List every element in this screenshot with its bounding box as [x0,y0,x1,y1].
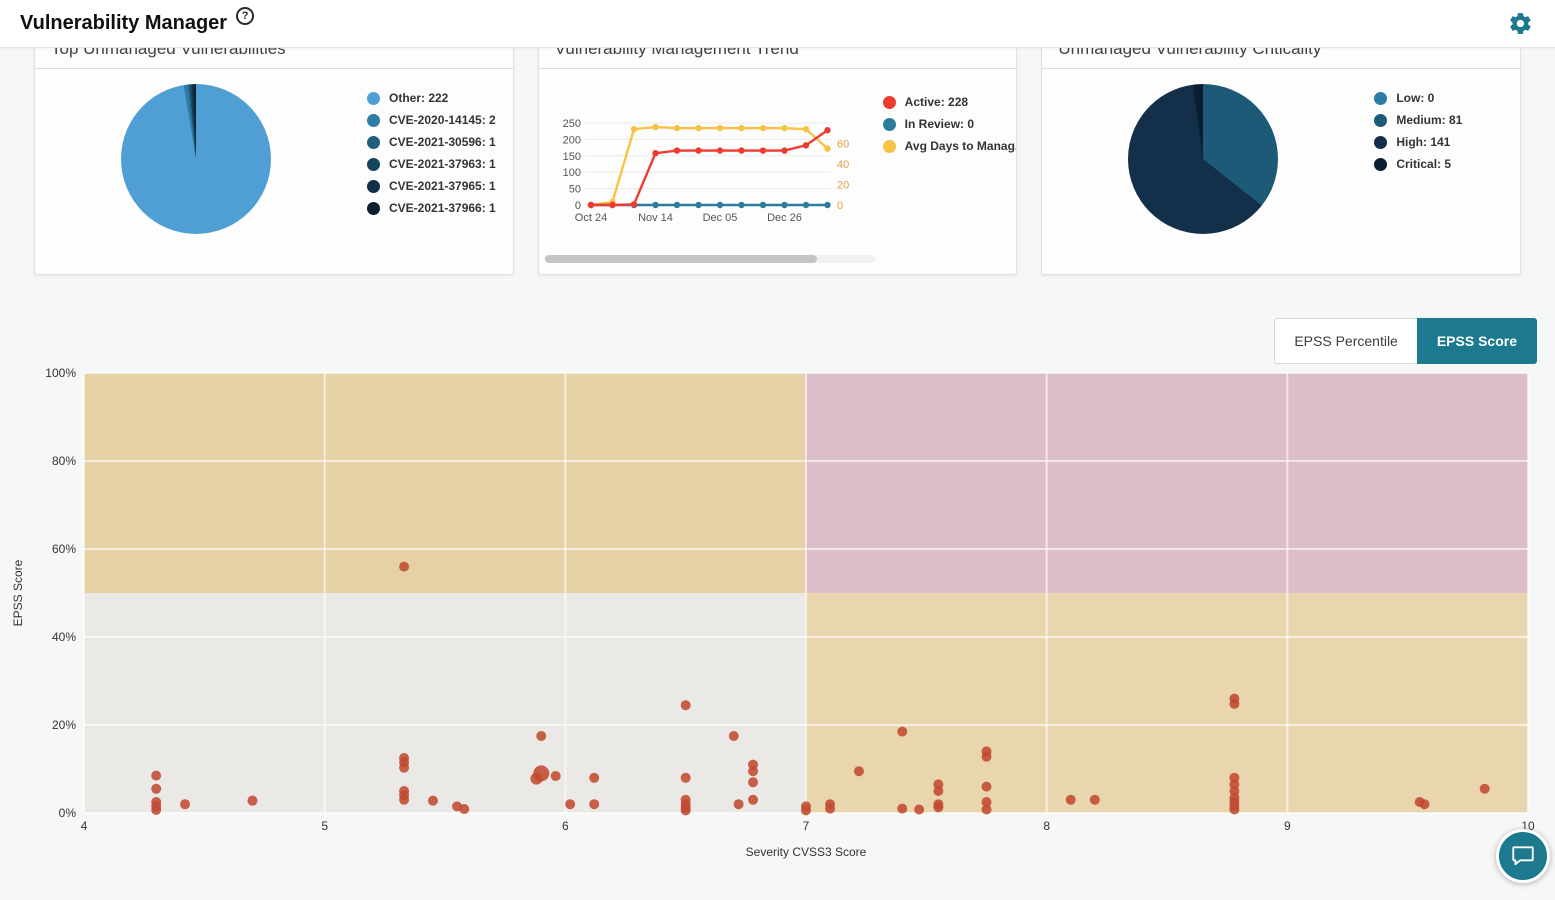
legend-label: CVE-2020-14145: 2 [389,113,496,127]
svg-text:20: 20 [837,180,849,192]
legend-label: Critical: 5 [1396,157,1452,171]
epss-mode-toggle: EPSS Percentile EPSS Score [18,318,1537,364]
legend-label: CVE-2021-30596: 1 [389,135,496,149]
svg-text:Dec 26: Dec 26 [767,212,802,224]
svg-text:4: 4 [81,819,88,833]
svg-text:40%: 40% [52,630,76,644]
svg-text:80%: 80% [52,454,76,468]
epss-percentile-button[interactable]: EPSS Percentile [1274,318,1417,364]
legend-label: In Review: 0 [904,117,975,131]
svg-text:0%: 0% [59,806,77,820]
legend: Low: 0 Medium: 81 High: 141 Critical: 5 [1374,91,1462,274]
pie-chart-top-unmanaged[interactable] [121,84,271,234]
svg-text:60%: 60% [52,542,76,556]
chat-button[interactable] [1496,829,1550,883]
svg-text:9: 9 [1284,819,1291,833]
epss-score-button[interactable]: EPSS Score [1416,318,1537,364]
dashboard-cards-row: Top Unmanaged Vulnerabilities Other: 222… [34,27,1522,275]
svg-text:250: 250 [562,118,580,130]
legend-label: CVE-2021-37963: 1 [389,157,496,171]
legend: Active: 228 In Review: 0 Avg Days to Man… [882,95,1018,274]
chat-bubble-icon [1512,846,1534,866]
svg-text:100%: 100% [45,366,76,380]
svg-text:EPSS Score: EPSS Score [11,559,25,626]
legend-label: High: 141 [1396,135,1451,149]
legend-label: CVE-2021-37965: 1 [389,179,496,193]
legend-swatch [1374,157,1388,171]
svg-text:0: 0 [575,200,581,212]
legend-item: CVE-2021-37965: 1 [367,179,496,193]
card-top-unmanaged-vulnerabilities: Top Unmanaged Vulnerabilities Other: 222… [34,27,514,275]
page-title: Vulnerability Manager [20,12,228,34]
svg-text:60: 60 [837,139,849,151]
legend-swatch [1374,135,1388,149]
svg-text:7: 7 [803,819,810,833]
legend-label: Medium: 81 [1396,113,1463,127]
legend-item: Critical: 5 [1374,157,1462,171]
svg-text:Severity CVSS3 Score: Severity CVSS3 Score [746,845,867,859]
svg-text:150: 150 [562,151,580,163]
app-header: Vulnerability Manager ? [0,0,1555,48]
svg-text:6: 6 [562,819,569,833]
legend-item: High: 141 [1374,135,1462,149]
legend-item: CVE-2020-14145: 2 [367,113,496,127]
legend-item: Avg Days to Manag... [882,139,1018,153]
legend-swatch [367,201,380,215]
legend-item: Active: 228 [882,95,1017,109]
svg-text:40: 40 [837,159,849,171]
legend-swatch [367,91,380,105]
settings-gear-icon[interactable] [1505,9,1535,39]
card-vulnerability-management-trend: Vulnerability Management Trend 250 200 150… [537,27,1018,275]
svg-text:5: 5 [321,819,328,833]
legend-item: CVE-2021-37966: 1 [367,201,496,215]
legend-item: CVE-2021-30596: 1 [367,135,496,149]
legend-swatch [367,179,380,193]
legend-swatch [367,157,380,171]
legend-label: Other: 222 [389,91,449,105]
legend-item: In Review: 0 [882,117,1017,131]
svg-text:100: 100 [562,167,580,179]
svg-text:8: 8 [1043,819,1050,833]
legend-swatch [1374,91,1388,105]
legend: Other: 222 CVE-2020-14145: 2 CVE-2021-30… [367,91,496,274]
legend-label: Low: 0 [1396,91,1435,105]
legend-swatch [882,95,896,109]
svg-text:20%: 20% [52,718,76,732]
pie-chart-criticality[interactable] [1128,84,1279,234]
legend-item: CVE-2021-37963: 1 [367,157,496,171]
svg-text:Oct 24: Oct 24 [574,212,606,224]
legend-label: CVE-2021-37966: 1 [389,201,496,215]
legend-item: Other: 222 [367,91,496,105]
svg-text:Nov 14: Nov 14 [638,212,673,224]
svg-text:200: 200 [562,134,580,146]
legend-swatch [367,135,380,149]
svg-text:50: 50 [568,184,580,196]
legend-swatch [882,117,896,131]
legend-item: Low: 0 [1374,91,1462,105]
legend-label: Active: 228 [904,95,969,109]
help-icon[interactable]: ? [236,7,255,25]
svg-text:0: 0 [837,200,843,212]
svg-text:Dec 05: Dec 05 [702,212,737,224]
legend-label: Avg Days to Manag... [904,139,1018,153]
legend-item: Medium: 81 [1374,113,1462,127]
legend-swatch [1374,113,1388,127]
horizontal-scrollbar [544,255,875,263]
legend-swatch [882,139,896,153]
card-unmanaged-vulnerability-criticality: Unmanaged Vulnerability Criticality Low:… [1041,27,1522,275]
scrollbar-thumb[interactable] [544,255,817,263]
legend-swatch [367,113,380,127]
